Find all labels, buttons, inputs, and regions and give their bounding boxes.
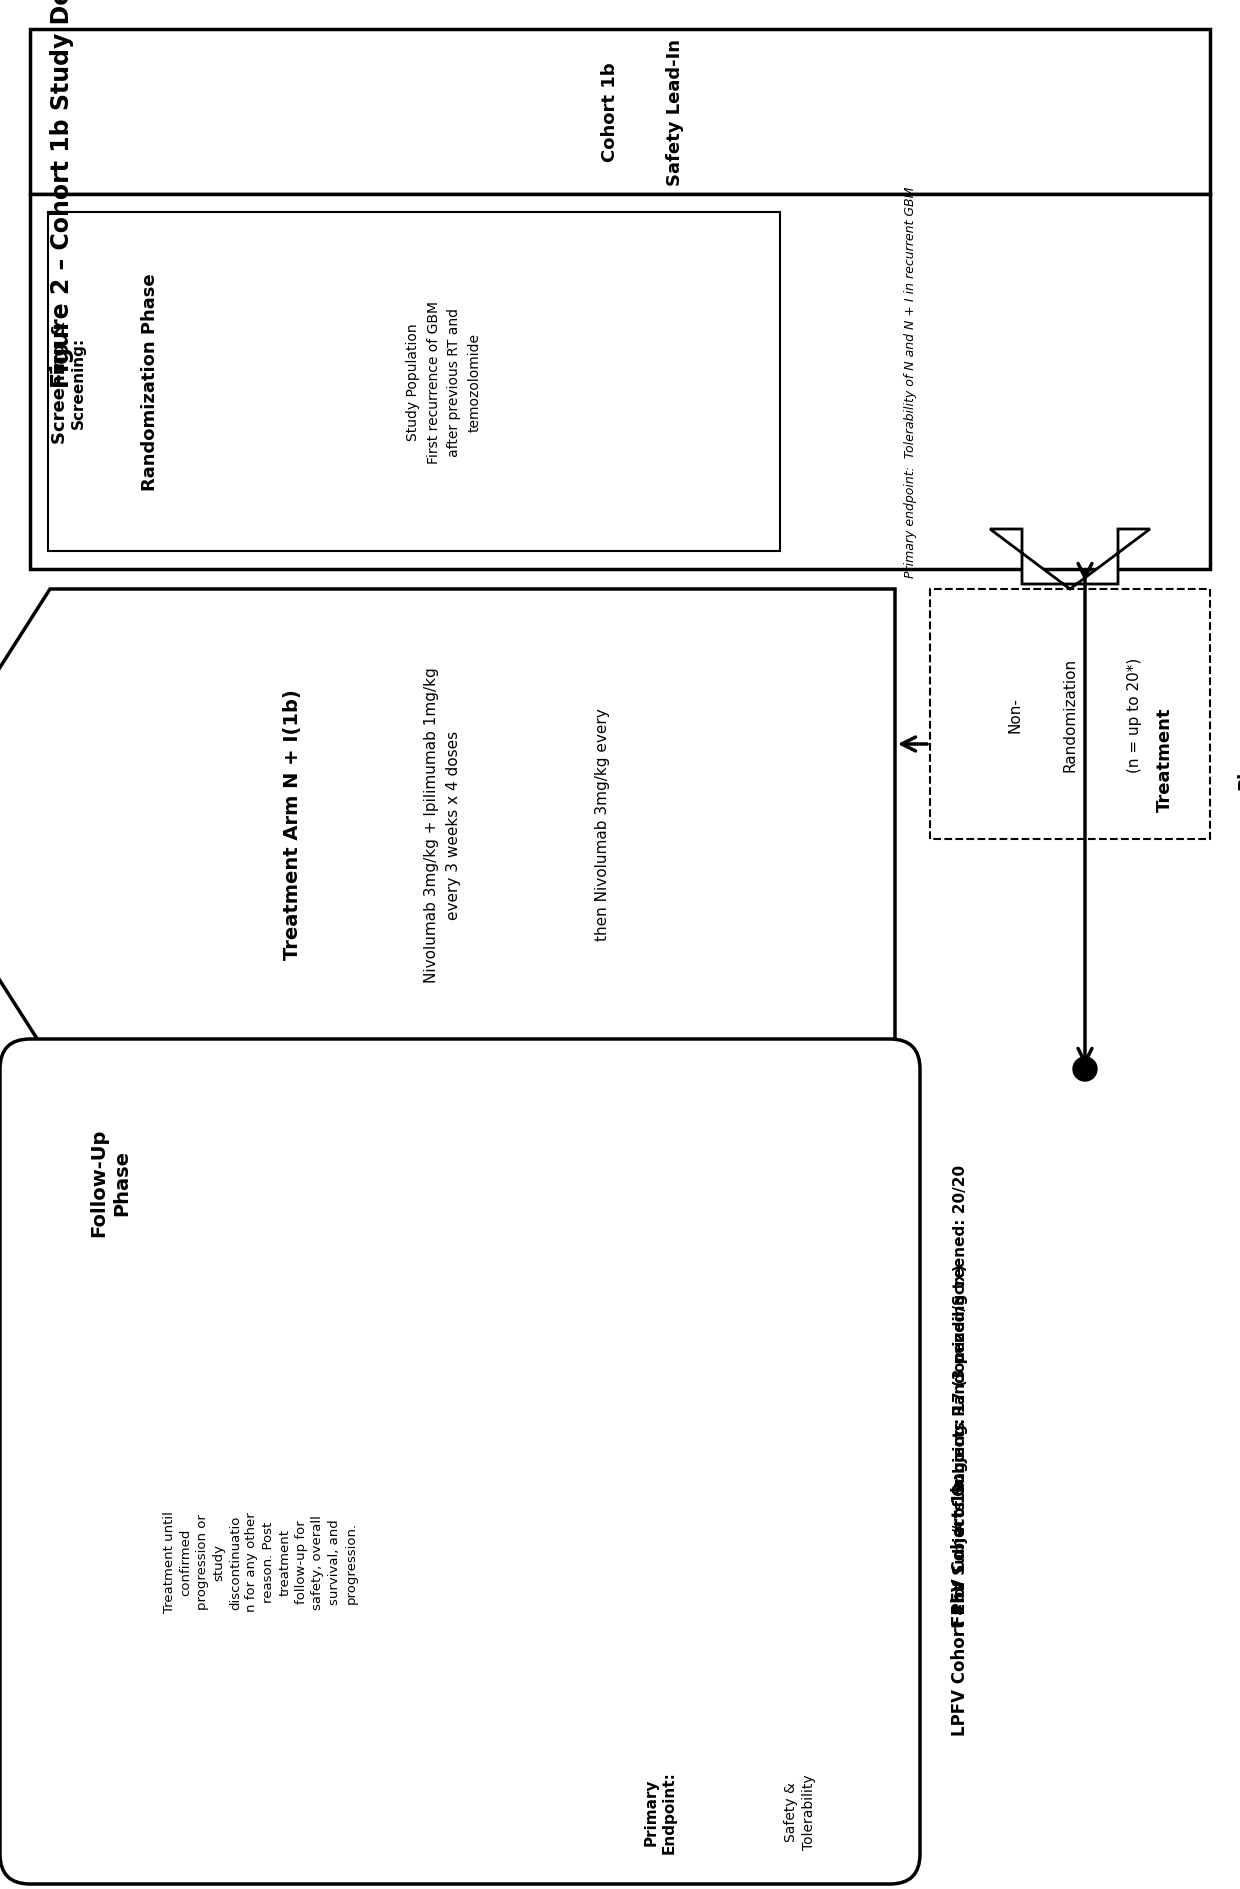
Text: Screening &: Screening & [51,321,69,444]
Circle shape [1073,1058,1097,1081]
Text: Figure 2 – Cohort 1b Study Design: Figure 2 – Cohort 1b Study Design [50,0,74,387]
Text: (n = up to 20*): (n = up to 20*) [1127,657,1142,773]
Text: Safety &
Tolerability: Safety & Tolerability [785,1774,816,1849]
Text: # of Subjects Randomized/Screened: 20/20: # of Subjects Randomized/Screened: 20/20 [952,1164,967,1534]
Polygon shape [0,589,895,1060]
Text: Primary endpoint:  Tolerability of N and N + I in recurrent GBM: Primary endpoint: Tolerability of N and … [904,187,916,578]
Polygon shape [30,30,1210,195]
Polygon shape [930,589,1210,839]
Text: LPFV Cohort 1b:: LPFV Cohort 1b: [951,1583,968,1734]
Text: Phase: Phase [1236,729,1240,790]
Text: Cohort 1b: Cohort 1b [601,62,619,162]
Text: Nivolumab 3mg/kg + Ipilimumab 1mg/kg
every 3 weeks x 4 doses: Nivolumab 3mg/kg + Ipilimumab 1mg/kg eve… [424,667,461,982]
Text: Screening:: Screening: [71,336,86,429]
Text: FPFV Cohort 1b:: FPFV Cohort 1b: [951,1473,968,1625]
Text: Primary
Endpoint:: Primary Endpoint: [644,1770,677,1853]
Polygon shape [30,195,1210,570]
Text: Treatment: Treatment [1156,706,1174,812]
Text: Randomization Phase: Randomization Phase [141,274,159,491]
Polygon shape [990,529,1149,589]
Text: Follow-Up
Phase: Follow-Up Phase [89,1128,131,1235]
Text: Treatment Arm N + I(1b): Treatment Arm N + I(1b) [283,689,303,960]
Text: Study Population
First recurrence of GBM
after previous RT and
temozolomide: Study Population First recurrence of GBM… [407,300,482,465]
Text: Treatment until
confirmed
progression or
study
discontinuatio
n for any other
re: Treatment until confirmed progression or… [162,1511,357,1613]
FancyBboxPatch shape [0,1039,920,1883]
Text: Non-: Non- [1008,697,1023,733]
Text: Safety Lead-In: Safety Lead-In [666,40,684,185]
Text: # of Subjects Ongoing: 17 (3 pending tx): # of Subjects Ongoing: 17 (3 pending tx) [952,1264,967,1615]
Polygon shape [48,213,780,552]
Text: Randomization: Randomization [1063,657,1078,771]
Text: then Nivolumab 3mg/kg every: then Nivolumab 3mg/kg every [595,708,610,941]
